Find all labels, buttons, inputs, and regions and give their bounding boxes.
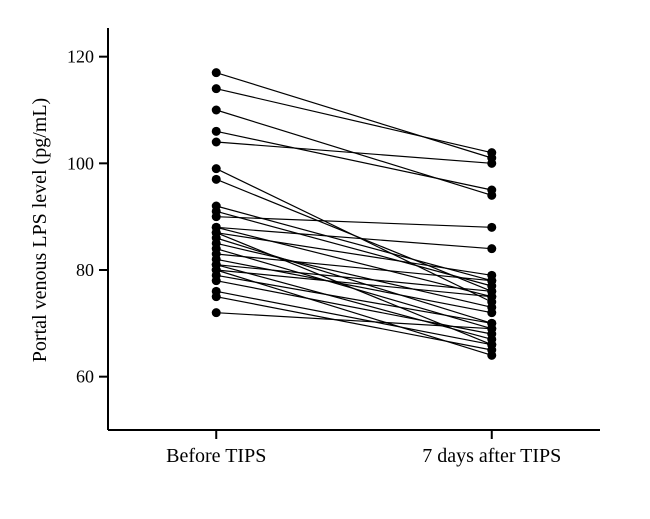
data-point: [212, 68, 221, 77]
data-point: [487, 308, 496, 317]
data-point: [487, 324, 496, 333]
y-axis-title: Portal venous LPS level (pg/mL): [29, 98, 51, 362]
y-tick-label: 80: [76, 260, 94, 280]
data-point: [487, 276, 496, 285]
x-tick-label: Before TIPS: [166, 445, 266, 467]
chart-svg: 60 80 100 120 Before TIPS 7 days after TIPS Po…: [0, 0, 650, 519]
data-point: [212, 84, 221, 93]
data-point: [487, 244, 496, 253]
data-point: [212, 106, 221, 115]
data-point: [487, 292, 496, 301]
data-point: [487, 223, 496, 232]
data-point: [212, 164, 221, 173]
data-point: [212, 138, 221, 147]
pair-line: [216, 313, 492, 329]
data-point: [212, 127, 221, 136]
data-point: [212, 308, 221, 317]
data-point: [212, 292, 221, 301]
data-point: [487, 148, 496, 157]
data-point: [212, 212, 221, 221]
y-tick-label: 60: [76, 367, 94, 387]
data-point: [212, 175, 221, 184]
x-tick-label: 7 days after TIPS: [422, 445, 561, 467]
y-tick-label: 100: [67, 153, 94, 173]
data-point: [487, 186, 496, 195]
lps-paired-chart: 60 80 100 120 Before TIPS 7 days after TIPS Po…: [0, 0, 650, 519]
data-point: [487, 159, 496, 168]
data-point: [487, 346, 496, 355]
pair-line: [216, 238, 492, 323]
y-tick-label: 120: [67, 47, 94, 67]
pair-line: [216, 89, 492, 153]
data-point: [212, 276, 221, 285]
